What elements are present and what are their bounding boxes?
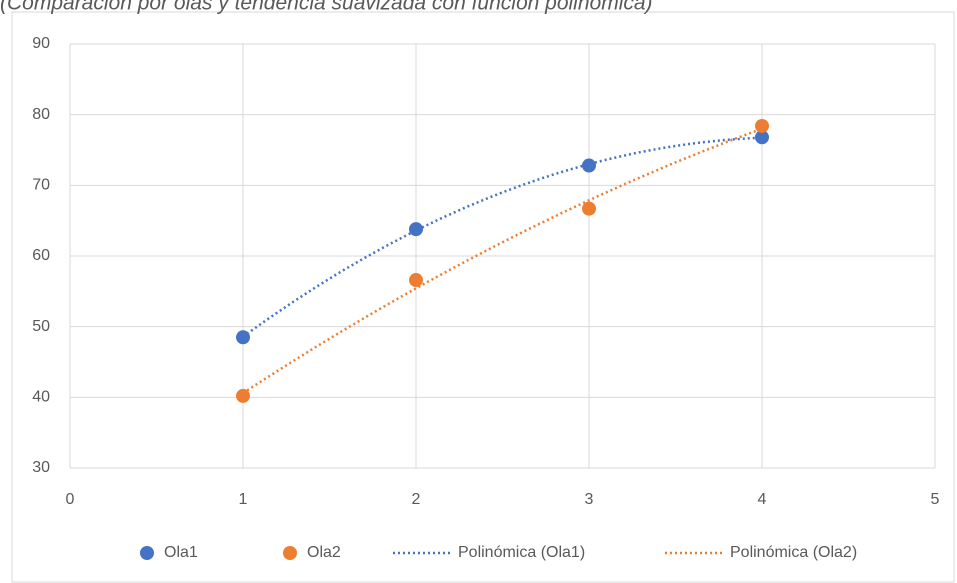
x-tick-label: 0 [66, 491, 75, 508]
y-tick-label: 40 [32, 389, 50, 406]
point [582, 158, 596, 173]
x-tick-label: 2 [412, 491, 421, 508]
point [409, 273, 423, 288]
chart-subtitle: (Comparación por olas y tendencia suaviz… [0, 0, 653, 15]
legend-label: Polinómica (Ola2) [730, 544, 857, 561]
y-tick-label: 50 [32, 318, 50, 335]
legend-marker [283, 546, 297, 560]
x-tick-label: 1 [239, 491, 248, 508]
legend-label: Ola2 [307, 544, 341, 561]
point [236, 330, 250, 345]
point [755, 118, 769, 133]
x-tick-label: 4 [758, 491, 767, 508]
y-tick-label: 60 [32, 247, 50, 264]
y-tick-label: 90 [32, 35, 50, 52]
point [755, 130, 769, 145]
y-tick-label: 30 [32, 459, 50, 476]
x-tick-label: 3 [585, 491, 594, 508]
point [409, 222, 423, 237]
legend-label: Polinómica (Ola1) [458, 544, 585, 561]
legend-marker [140, 546, 154, 560]
x-tick-label: 5 [931, 491, 940, 508]
y-tick-label: 70 [32, 177, 50, 194]
trendline [242, 127, 763, 395]
chart-border [11, 11, 955, 583]
y-tick-label: 80 [32, 106, 50, 123]
point [582, 201, 596, 216]
legend-label: Ola1 [164, 544, 198, 561]
point [236, 388, 250, 403]
